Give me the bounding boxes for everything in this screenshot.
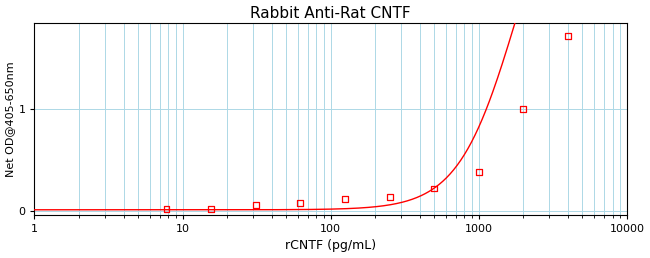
Point	[206, 207, 216, 211]
Point	[474, 170, 484, 174]
Point	[429, 187, 439, 191]
Point	[295, 201, 306, 205]
Y-axis label: Net OD@405-650nm: Net OD@405-650nm	[6, 61, 16, 177]
Point	[518, 107, 528, 111]
X-axis label: rCNTF (pg/mL): rCNTF (pg/mL)	[285, 239, 376, 252]
Point	[251, 203, 261, 207]
Title: Rabbit Anti-Rat CNTF: Rabbit Anti-Rat CNTF	[250, 6, 411, 21]
Point	[563, 34, 573, 38]
Point	[340, 197, 350, 201]
Point	[161, 207, 172, 211]
Point	[384, 195, 395, 199]
